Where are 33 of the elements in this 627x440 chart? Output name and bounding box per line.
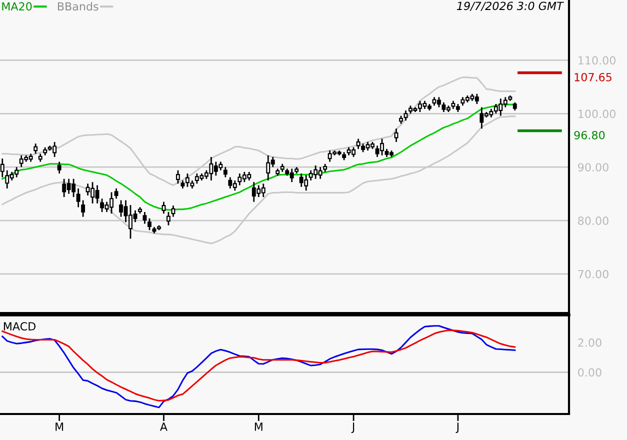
candlestick bbox=[171, 204, 176, 218]
text: MACD bbox=[4, 322, 36, 331]
candlestick bbox=[57, 161, 62, 174]
candlestick bbox=[162, 201, 166, 214]
y-tick-label: 70.00 bbox=[578, 270, 608, 278]
candlestick bbox=[34, 142, 38, 154]
ref-line-label: 107.65 bbox=[574, 72, 612, 82]
candlestick bbox=[0, 158, 4, 178]
legend-label: MA20 bbox=[2, 2, 32, 11]
x-tick-label: M bbox=[56, 422, 64, 431]
y-tick-label: 100.00 bbox=[578, 110, 616, 118]
y-tick-label: 0.00 bbox=[578, 368, 602, 377]
annotation: 19/7/2026 3:0 GMT bbox=[456, 2, 564, 11]
ref-line-label: 96.80 bbox=[574, 130, 605, 140]
x-tick-label: J bbox=[456, 422, 458, 433]
candlestick bbox=[114, 188, 118, 200]
y-tick-label: 110.00 bbox=[578, 56, 616, 65]
candlestick bbox=[142, 211, 147, 224]
candlestick bbox=[81, 200, 86, 218]
y-tick-label: 80.00 bbox=[578, 216, 608, 225]
y-tick-label: 2.00 bbox=[578, 338, 602, 347]
candlestick bbox=[223, 166, 228, 178]
y-tick-label: 90.00 bbox=[578, 163, 608, 172]
candlestick bbox=[404, 110, 408, 122]
candlestick bbox=[166, 211, 170, 226]
candlestick bbox=[394, 128, 398, 143]
candlestick bbox=[176, 170, 180, 184]
x-tick-label: M bbox=[254, 422, 262, 431]
candlestick bbox=[148, 218, 152, 231]
candlestick bbox=[76, 188, 80, 208]
x-tick-label: J bbox=[351, 422, 354, 433]
legend-label: BBands bbox=[58, 2, 98, 11]
x-tick-label: A bbox=[160, 422, 168, 431]
